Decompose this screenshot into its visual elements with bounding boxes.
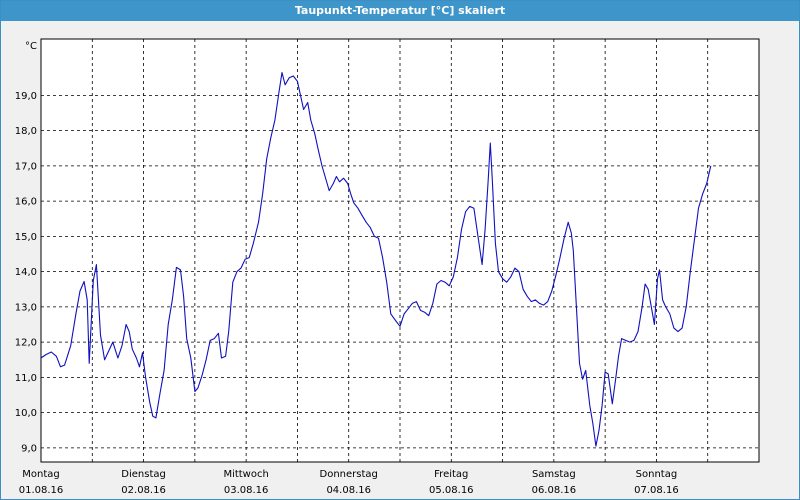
x-tick-day-label: Donnerstag — [320, 469, 378, 480]
x-tick-day-label: Sonntag — [636, 469, 678, 480]
y-tick-label: 11,0 — [15, 373, 37, 384]
y-axis-unit: °C — [25, 41, 37, 52]
y-tick-label: 16,0 — [15, 197, 37, 208]
y-tick-label: 18,0 — [15, 126, 37, 137]
y-tick-label: 10,0 — [15, 408, 37, 419]
x-tick-day-label: Mittwoch — [223, 469, 268, 480]
x-tick-date-label: 06.08.16 — [532, 485, 577, 496]
window-title: Taupunkt-Temperatur [°C] skaliert — [1, 1, 799, 21]
y-tick-label: 12,0 — [15, 338, 37, 349]
y-tick-label: 9,0 — [21, 443, 37, 454]
y-tick-label: 19,0 — [15, 91, 37, 102]
dewpoint-series-line — [40, 71, 712, 447]
y-tick-label: 14,0 — [15, 267, 37, 278]
x-tick-date-label: 07.08.16 — [634, 485, 679, 496]
x-tick-date-label: 02.08.16 — [121, 485, 166, 496]
y-tick-label: 13,0 — [15, 302, 37, 313]
x-tick-day-label: Freitag — [434, 469, 468, 480]
x-tick-date-label: 04.08.16 — [326, 485, 371, 496]
x-tick-day-label: Montag — [22, 469, 59, 480]
x-tick-day-label: Samstag — [532, 469, 576, 480]
x-tick-date-label: 05.08.16 — [429, 485, 474, 496]
y-tick-label: 15,0 — [15, 232, 37, 243]
chart-area: 9,0 10,0 11,0 12,0 13,0 14,0 15,0 16,0 17,0 18,0 1… — [1, 21, 799, 499]
y-tick-label: 17,0 — [15, 161, 37, 172]
x-tick-date-label: 03.08.16 — [224, 485, 269, 496]
line-chart: 9,0 10,0 11,0 12,0 13,0 14,0 15,0 16,0 17,0 18,0 1… — [15, 38, 760, 496]
x-tick-date-label: 01.08.16 — [19, 485, 64, 496]
x-tick-day-label: Dienstag — [121, 469, 166, 480]
